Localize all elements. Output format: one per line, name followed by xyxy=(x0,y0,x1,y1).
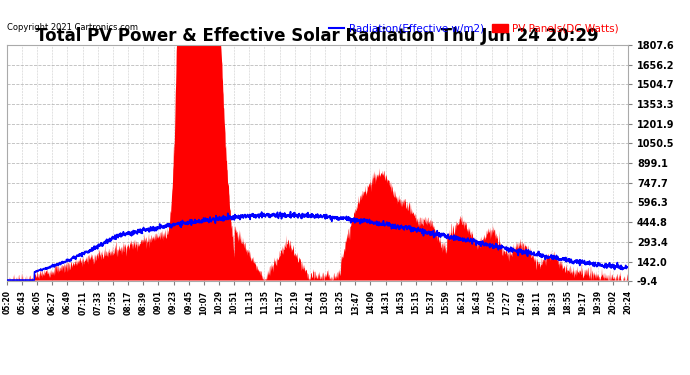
Text: Copyright 2021 Cartronics.com: Copyright 2021 Cartronics.com xyxy=(7,23,138,32)
Title: Total PV Power & Effective Solar Radiation Thu Jun 24 20:29: Total PV Power & Effective Solar Radiati… xyxy=(36,27,599,45)
Legend: Radiation(Effective w/m2), PV Panels(DC Watts): Radiation(Effective w/m2), PV Panels(DC … xyxy=(325,20,622,38)
